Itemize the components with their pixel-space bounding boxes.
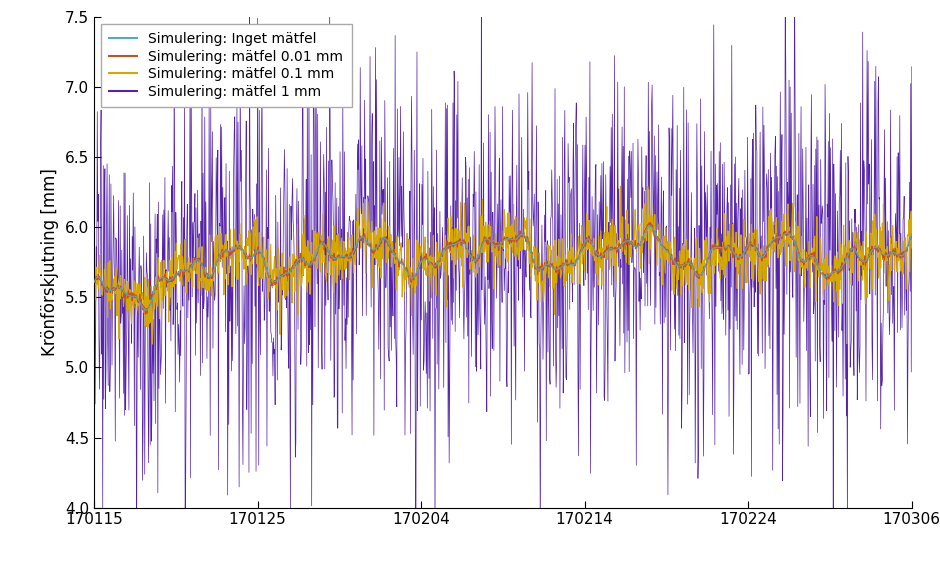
Simulering: Inget mätfel: (695, 5.77): Inget mätfel: (695, 5.77) <box>467 257 478 263</box>
Simulering: mätfel 0.1 mm: (117, 5.73): mätfel 0.1 mm: (117, 5.73) <box>152 262 164 269</box>
Simulering: mätfel 0.01 mm: (0, 5.61): mätfel 0.01 mm: (0, 5.61) <box>88 278 100 285</box>
Simulering: Inget mätfel: (637, 5.8): Inget mätfel: (637, 5.8) <box>436 252 447 259</box>
Simulering: mätfel 0.01 mm: (117, 5.62): mätfel 0.01 mm: (117, 5.62) <box>152 277 164 284</box>
Simulering: mätfel 1 mm: (854, 4.71): mätfel 1 mm: (854, 4.71) <box>555 405 566 412</box>
Simulering: mätfel 1 mm: (178, 7.13): mätfel 1 mm: (178, 7.13) <box>185 65 196 72</box>
Line: Simulering: mätfel 0.1 mm: Simulering: mätfel 0.1 mm <box>94 186 912 344</box>
Line: Simulering: mätfel 1 mm: Simulering: mätfel 1 mm <box>94 0 912 564</box>
Simulering: mätfel 0.1 mm: (0, 5.82): mätfel 0.1 mm: (0, 5.82) <box>88 249 100 256</box>
Y-axis label: Krönförskjutning [mm]: Krönförskjutning [mm] <box>41 168 59 356</box>
Simulering: Inget mätfel: (95, 5.41): Inget mätfel: (95, 5.41) <box>140 307 151 314</box>
Simulering: mätfel 0.01 mm: (854, 5.72): mätfel 0.01 mm: (854, 5.72) <box>555 262 566 269</box>
Simulering: Inget mätfel: (1.5e+03, 5.95): Inget mätfel: (1.5e+03, 5.95) <box>906 231 917 238</box>
Simulering: mätfel 0.1 mm: (637, 5.75): mätfel 0.1 mm: (637, 5.75) <box>436 259 447 266</box>
Simulering: Inget mätfel: (178, 5.72): Inget mätfel: (178, 5.72) <box>185 263 196 270</box>
Simulering: mätfel 0.01 mm: (668, 5.89): mätfel 0.01 mm: (668, 5.89) <box>453 240 464 246</box>
Simulering: mätfel 0.1 mm: (1.5e+03, 5.85): mätfel 0.1 mm: (1.5e+03, 5.85) <box>906 245 917 252</box>
Simulering: mätfel 1 mm: (1.5e+03, 7.14): mätfel 1 mm: (1.5e+03, 7.14) <box>906 63 917 70</box>
Legend: Simulering: Inget mätfel, Simulering: mätfel 0.01 mm, Simulering: mätfel 0.1 mm,: Simulering: Inget mätfel, Simulering: mä… <box>101 24 352 107</box>
Simulering: Inget mätfel: (0, 5.61): Inget mätfel: (0, 5.61) <box>88 279 100 285</box>
Simulering: mätfel 1 mm: (117, 4.11): mätfel 1 mm: (117, 4.11) <box>152 490 164 496</box>
Simulering: mätfel 1 mm: (668, 5.74): mätfel 1 mm: (668, 5.74) <box>453 260 464 267</box>
Simulering: mätfel 0.01 mm: (178, 5.71): mätfel 0.01 mm: (178, 5.71) <box>185 264 196 271</box>
Simulering: mätfel 0.01 mm: (94, 5.38): mätfel 0.01 mm: (94, 5.38) <box>140 311 151 318</box>
Simulering: mätfel 0.01 mm: (1.5e+03, 5.95): mätfel 0.01 mm: (1.5e+03, 5.95) <box>906 231 917 237</box>
Simulering: mätfel 0.1 mm: (668, 5.87): mätfel 0.1 mm: (668, 5.87) <box>453 241 464 248</box>
Simulering: mätfel 0.1 mm: (965, 6.29): mätfel 0.1 mm: (965, 6.29) <box>615 183 626 190</box>
Simulering: mätfel 1 mm: (0, 6.35): mätfel 1 mm: (0, 6.35) <box>88 175 100 182</box>
Line: Simulering: Inget mätfel: Simulering: Inget mätfel <box>94 226 912 310</box>
Simulering: mätfel 0.1 mm: (695, 5.68): mätfel 0.1 mm: (695, 5.68) <box>467 269 478 276</box>
Simulering: mätfel 0.1 mm: (107, 5.17): mätfel 0.1 mm: (107, 5.17) <box>147 341 158 347</box>
Simulering: mätfel 0.01 mm: (1.02e+03, 6.03): mätfel 0.01 mm: (1.02e+03, 6.03) <box>645 219 656 226</box>
Simulering: mätfel 0.1 mm: (178, 5.64): mätfel 0.1 mm: (178, 5.64) <box>185 275 196 281</box>
Simulering: Inget mätfel: (1.02e+03, 6.01): Inget mätfel: (1.02e+03, 6.01) <box>644 222 655 229</box>
Simulering: mätfel 1 mm: (695, 6.24): mätfel 1 mm: (695, 6.24) <box>467 191 478 197</box>
Simulering: mätfel 0.01 mm: (637, 5.81): mätfel 0.01 mm: (637, 5.81) <box>436 250 447 257</box>
Simulering: mätfel 0.01 mm: (695, 5.77): mätfel 0.01 mm: (695, 5.77) <box>467 256 478 263</box>
Line: Simulering: mätfel 0.01 mm: Simulering: mätfel 0.01 mm <box>94 222 912 314</box>
Simulering: Inget mätfel: (117, 5.61): Inget mätfel: (117, 5.61) <box>152 279 164 285</box>
Simulering: mätfel 1 mm: (637, 5.73): mätfel 1 mm: (637, 5.73) <box>436 262 447 268</box>
Simulering: mätfel 0.1 mm: (854, 5.78): mätfel 0.1 mm: (854, 5.78) <box>555 254 566 261</box>
Simulering: Inget mätfel: (668, 5.89): Inget mätfel: (668, 5.89) <box>453 239 464 245</box>
Simulering: Inget mätfel: (854, 5.71): Inget mätfel: (854, 5.71) <box>555 265 566 271</box>
